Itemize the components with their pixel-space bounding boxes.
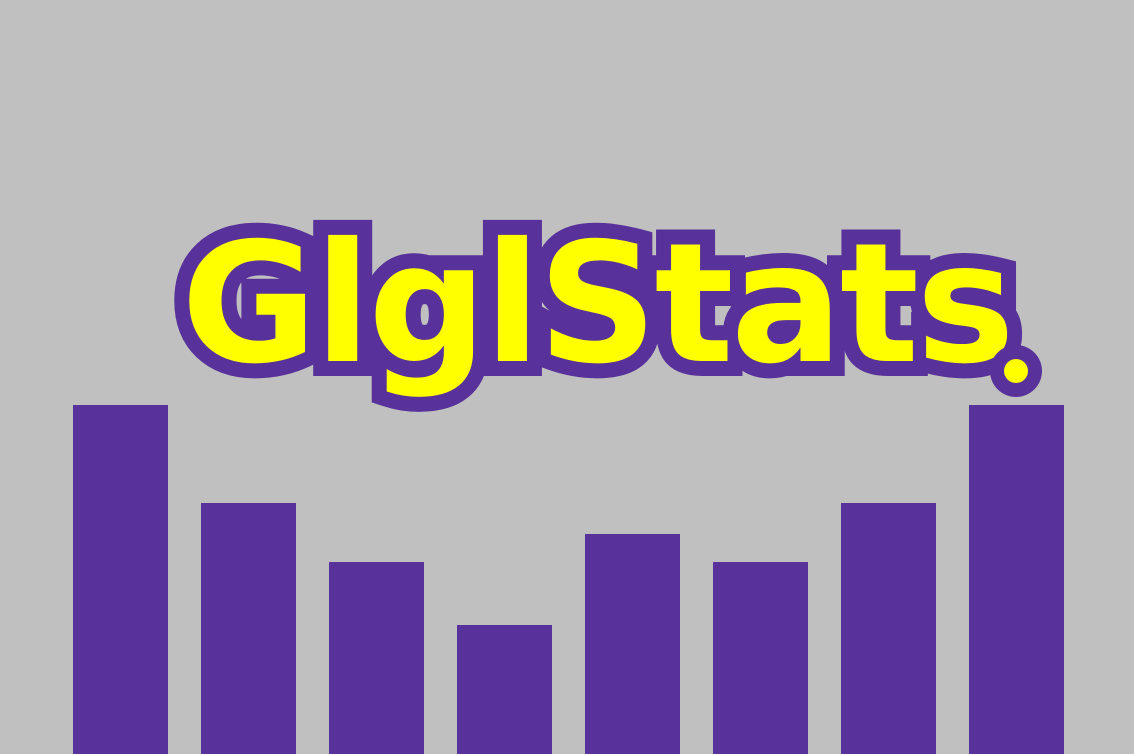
bar-6 [713,562,808,754]
logo-dot [990,345,1042,397]
bar-5 [585,534,680,754]
logo-wordmark: GlglStats [166,207,1030,403]
bar-8 [969,405,1064,754]
bar-7 [841,503,936,754]
bar-2 [201,503,296,754]
bar-3 [329,562,424,754]
bar-1 [73,405,168,754]
bar-4 [457,625,552,754]
logo-dot-inner [1004,359,1028,383]
